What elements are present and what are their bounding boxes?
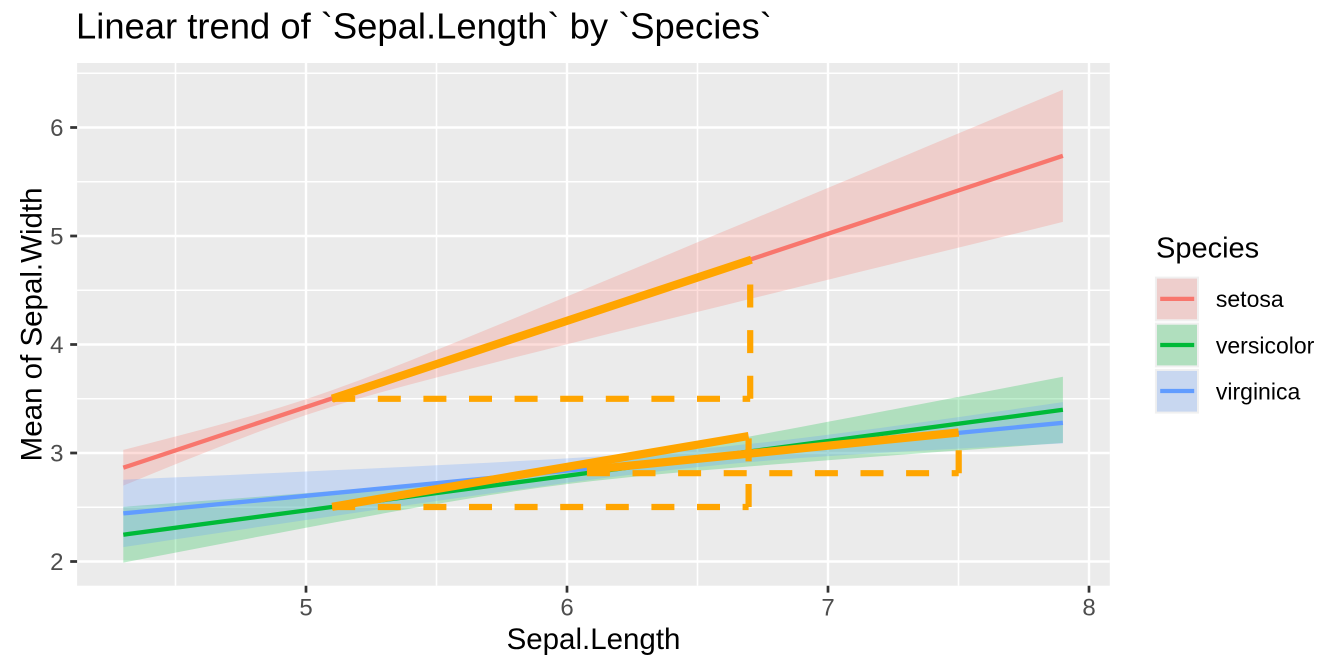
svg-text:Sepal.Length: Sepal.Length	[507, 623, 681, 656]
svg-text:5: 5	[50, 224, 63, 251]
svg-text:Linear trend of `Sepal.Length`: Linear trend of `Sepal.Length` by `Speci…	[76, 5, 772, 46]
svg-text:7: 7	[821, 595, 834, 622]
svg-text:8: 8	[1082, 595, 1095, 622]
svg-text:virginica: virginica	[1216, 379, 1301, 405]
svg-text:4: 4	[50, 332, 63, 359]
svg-text:Mean of Sepal.Width: Mean of Sepal.Width	[16, 187, 49, 461]
svg-text:versicolor: versicolor	[1216, 332, 1315, 358]
svg-text:Species: Species	[1156, 233, 1259, 265]
svg-text:6: 6	[560, 595, 573, 622]
svg-text:5: 5	[299, 595, 312, 622]
svg-text:2: 2	[50, 549, 63, 576]
svg-text:3: 3	[50, 441, 63, 468]
svg-text:6: 6	[50, 115, 63, 142]
svg-text:setosa: setosa	[1216, 286, 1284, 312]
